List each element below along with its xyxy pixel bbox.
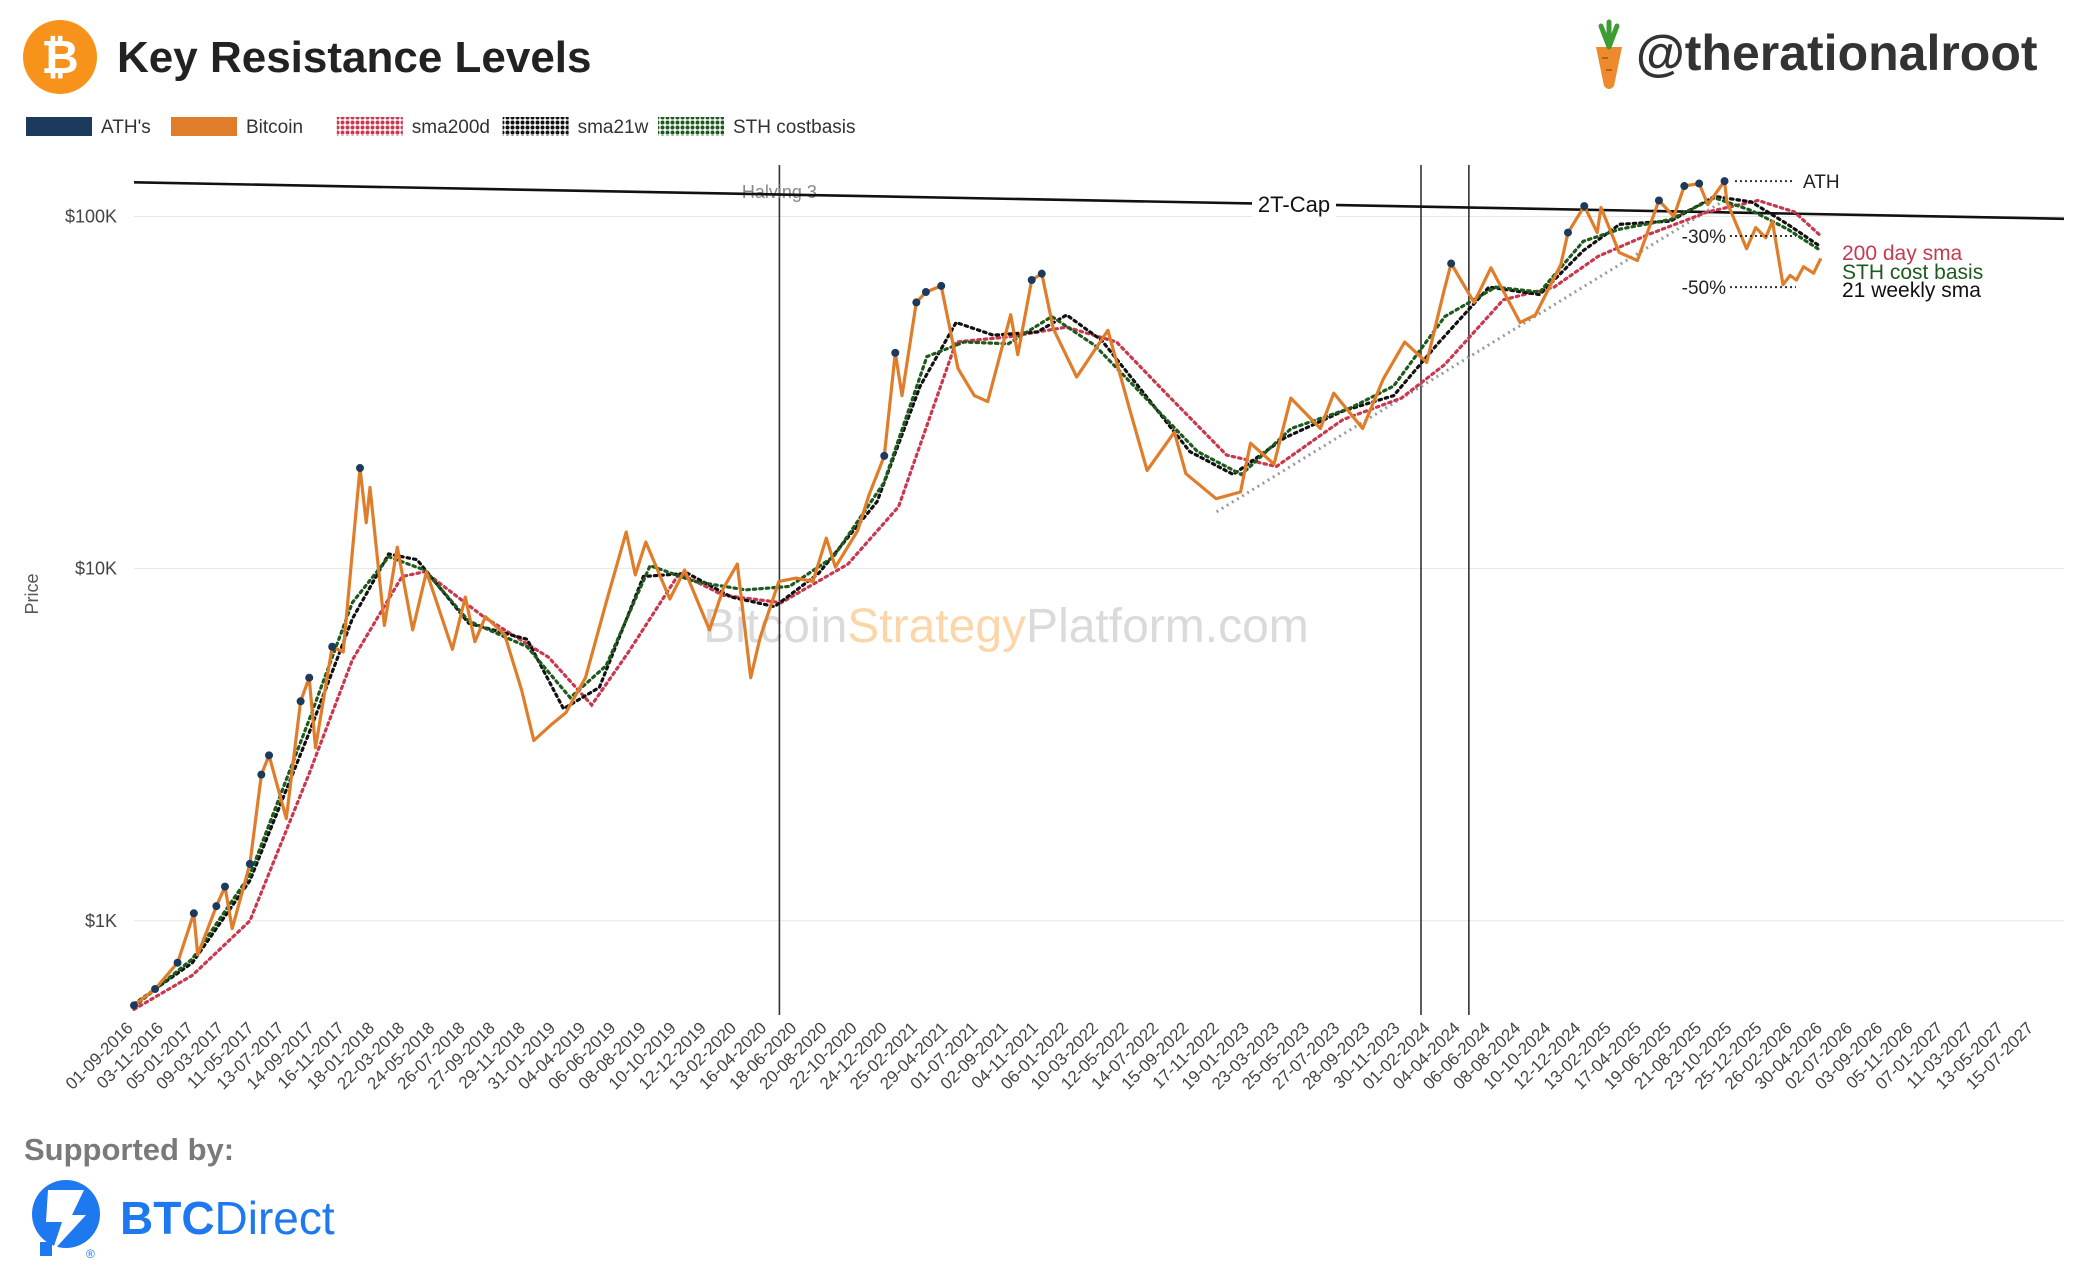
plot-area: $1K$10K$100K01-09-201603-11-201605-01-20…: [62, 165, 2065, 1093]
two-t-cap-line: [133, 181, 2065, 221]
legend-label: Bitcoin: [246, 117, 303, 138]
ath-marker: [130, 1001, 138, 1010]
ath-marker: [1447, 259, 1456, 268]
y-tick-label: $10K: [75, 559, 117, 579]
series-bitcoin-line: [133, 179, 1823, 1007]
footer: Supported by: ® BTCDirect: [24, 1132, 335, 1261]
legend-item-ath-s: ATH's: [26, 117, 151, 138]
ath-marker: [151, 985, 160, 994]
ath-marker: [305, 673, 314, 682]
legend-swatch: [26, 117, 92, 136]
legend-swatch: [658, 117, 724, 136]
bitcoin-logo-icon: ₿: [23, 20, 97, 94]
series-sth-costbasis-line: [132, 196, 1823, 1009]
ath-marker: [296, 697, 305, 706]
chart-legend: ATH's Bitcoin sma200d sma21w STH costbasis: [26, 117, 855, 138]
ath-marker: [212, 902, 221, 911]
ath-marker: [1680, 182, 1689, 191]
ath-marker: [245, 859, 254, 868]
legend-swatch: [502, 117, 569, 136]
svg-text:₿: ₿: [41, 30, 79, 84]
ath-marker: [220, 882, 229, 891]
ath-marker: [1695, 179, 1704, 188]
watermark: BitcoinStrategyPlatform.com: [703, 600, 1309, 653]
ath-marker: [1027, 276, 1036, 285]
ath-marker: [189, 909, 198, 918]
sponsor-name-light: Direct: [215, 1192, 335, 1244]
ath-marker: [265, 751, 274, 760]
legend-item-bitcoin: Bitcoin: [171, 117, 303, 138]
support-trendline: [1215, 197, 1728, 514]
legend-swatch: [336, 117, 403, 136]
supported-by-label: Supported by:: [24, 1132, 234, 1167]
two-t-cap-label-bg: [1252, 190, 1336, 218]
two-t-cap-label: 2T-Cap: [1258, 192, 1330, 217]
ath-marker: [257, 770, 266, 779]
carrot-icon: [1596, 19, 1622, 89]
sponsor-name-bold: BTC: [120, 1192, 215, 1244]
ath-marker: [1580, 202, 1589, 211]
watermark-part-1: Bitcoin: [703, 600, 847, 653]
legend-label: sma21w: [578, 117, 649, 138]
ath-marker: [328, 642, 337, 651]
ath-marker: [1037, 269, 1046, 278]
ath-marker: [1563, 228, 1572, 237]
watermark-part-3: Platform.com: [1026, 600, 1309, 653]
series-end-label: STH cost basis: [1842, 261, 1983, 284]
svg-text:®: ®: [86, 1247, 95, 1261]
ath-marker: [1720, 177, 1729, 186]
series-end-label: 200 day sma: [1842, 242, 1963, 265]
y-tick-label: $100K: [65, 206, 117, 226]
legend-label: ATH's: [101, 117, 151, 138]
legend-label: sma200d: [412, 117, 490, 138]
y-axis-label: Price: [22, 573, 42, 614]
series-sma200d-line: [132, 198, 1823, 1011]
drawdown-annotation: -50%: [1682, 278, 1726, 299]
ath-marker: [880, 451, 889, 460]
series-end-label: 21 weekly sma: [1842, 279, 1981, 302]
sponsor-name: BTCDirect: [120, 1192, 335, 1244]
legend-item-sth-costbasis: STH costbasis: [658, 117, 855, 138]
btcdirect-logo-icon: ®: [32, 1180, 100, 1261]
drawdown-annotation: -30%: [1682, 227, 1726, 248]
ath-annotation: ATH: [1803, 172, 1840, 193]
ath-marker: [1654, 196, 1663, 205]
author-handle: @therationalroot: [1636, 25, 2038, 81]
watermark-part-2: Strategy: [847, 600, 1026, 653]
y-tick-label: $1K: [85, 911, 117, 931]
legend-label: STH costbasis: [733, 117, 855, 138]
legend-item-sma21w: sma21w: [502, 117, 649, 138]
legend-item-sma200d: sma200d: [336, 117, 490, 138]
ath-marker: [355, 464, 364, 473]
ath-marker: [891, 348, 900, 357]
vertical-line-label: Halving 3: [742, 182, 817, 202]
ath-marker: [937, 281, 946, 290]
page-title: Key Resistance Levels: [117, 33, 592, 82]
ath-marker: [912, 298, 921, 307]
header: ₿ Key Resistance Levels @therationalroot: [23, 19, 2038, 94]
legend-swatch: [171, 117, 237, 136]
ath-marker: [173, 958, 182, 967]
ath-marker: [921, 288, 930, 297]
